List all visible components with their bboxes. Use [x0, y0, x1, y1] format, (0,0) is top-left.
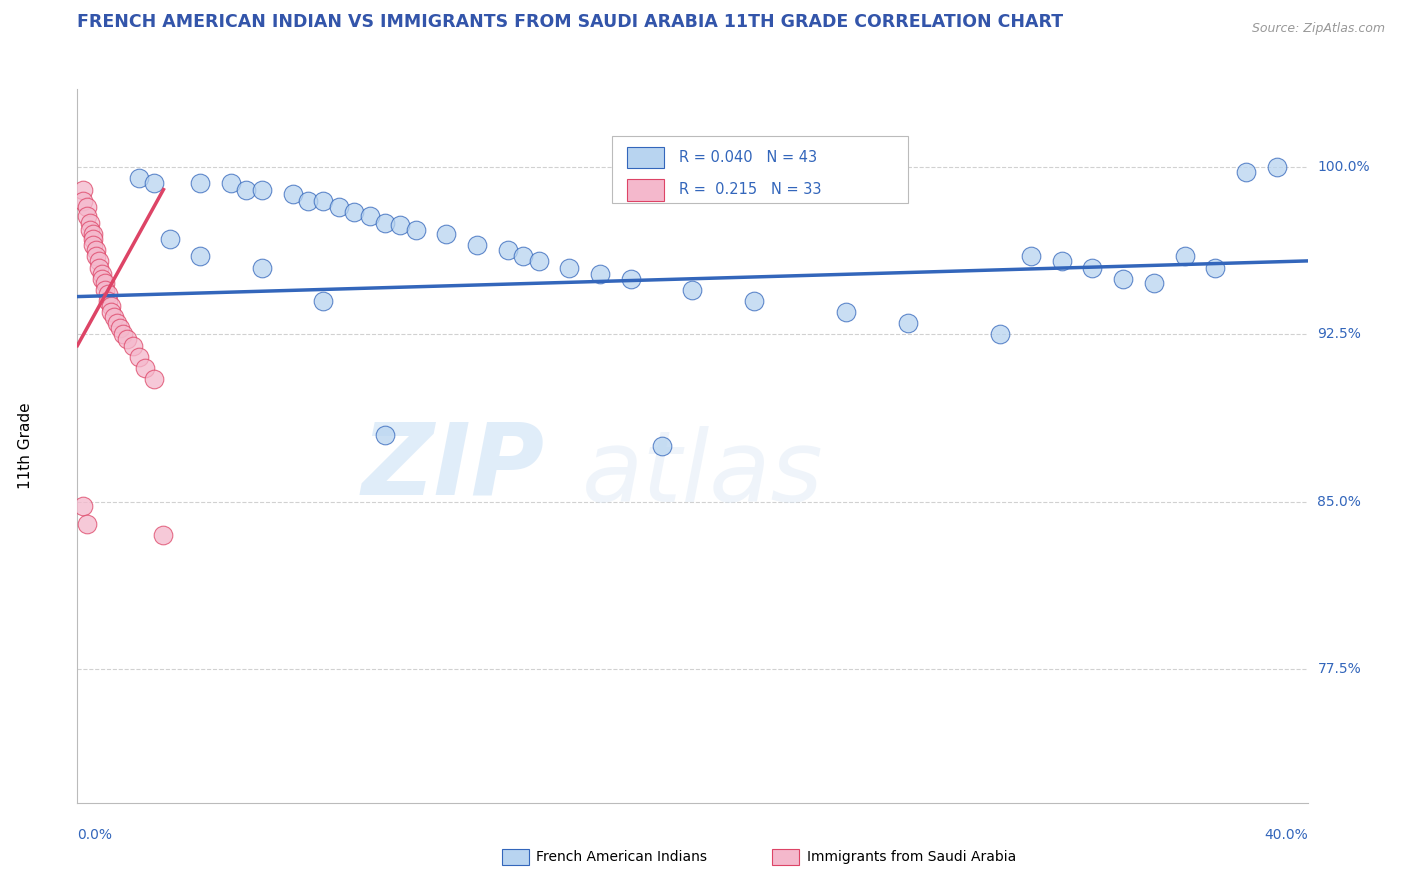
- Point: [1204, 260, 1226, 275]
- Point: [84, 249, 107, 263]
- Point: [79, 216, 101, 230]
- Text: Source: ZipAtlas.com: Source: ZipAtlas.com: [1251, 22, 1385, 36]
- Point: [97, 287, 120, 301]
- Point: [312, 194, 335, 208]
- Point: [143, 176, 166, 190]
- Text: FRENCH AMERICAN INDIAN VS IMMIGRANTS FROM SAUDI ARABIA 11TH GRADE CORRELATION CH: FRENCH AMERICAN INDIAN VS IMMIGRANTS FRO…: [77, 13, 1063, 31]
- Point: [188, 249, 212, 263]
- FancyBboxPatch shape: [772, 849, 800, 865]
- Point: [512, 249, 534, 263]
- Point: [328, 200, 350, 214]
- Point: [134, 360, 156, 375]
- Point: [620, 271, 643, 285]
- Point: [897, 316, 920, 330]
- Point: [374, 216, 396, 230]
- Point: [128, 171, 150, 186]
- Text: atlas: atlas: [582, 426, 824, 523]
- Point: [436, 227, 458, 241]
- Point: [1143, 276, 1166, 290]
- Point: [82, 231, 104, 245]
- Text: R =  0.215   N = 33: R = 0.215 N = 33: [679, 182, 821, 197]
- FancyBboxPatch shape: [613, 136, 908, 203]
- Text: 77.5%: 77.5%: [1317, 662, 1361, 676]
- Point: [110, 320, 132, 334]
- Text: French American Indians: French American Indians: [536, 850, 707, 864]
- Point: [79, 222, 101, 236]
- Point: [72, 499, 94, 513]
- Point: [1019, 249, 1042, 263]
- Point: [94, 276, 117, 290]
- Point: [1174, 249, 1197, 263]
- Point: [100, 298, 122, 312]
- Point: [76, 516, 98, 531]
- Point: [128, 350, 150, 364]
- FancyBboxPatch shape: [502, 849, 529, 865]
- Point: [374, 427, 396, 442]
- Point: [742, 293, 765, 308]
- Point: [389, 218, 412, 232]
- Point: [76, 209, 98, 223]
- Point: [97, 293, 120, 308]
- Point: [589, 267, 612, 281]
- Point: [103, 310, 125, 324]
- Point: [143, 372, 166, 386]
- Text: 85.0%: 85.0%: [1317, 495, 1361, 508]
- Point: [82, 227, 104, 241]
- Point: [988, 327, 1011, 342]
- Point: [152, 528, 174, 542]
- Point: [343, 204, 366, 219]
- Point: [558, 260, 581, 275]
- Point: [84, 243, 107, 257]
- FancyBboxPatch shape: [627, 179, 664, 201]
- Point: [297, 194, 319, 208]
- Point: [281, 186, 304, 201]
- Point: [188, 176, 212, 190]
- Point: [250, 260, 273, 275]
- Point: [405, 222, 427, 236]
- Point: [465, 238, 488, 252]
- Point: [82, 238, 104, 252]
- Point: [312, 293, 335, 308]
- Point: [72, 194, 94, 208]
- Point: [112, 327, 135, 342]
- Point: [1112, 271, 1135, 285]
- Text: 92.5%: 92.5%: [1317, 327, 1361, 342]
- FancyBboxPatch shape: [627, 146, 664, 168]
- Point: [1081, 260, 1104, 275]
- Point: [651, 439, 673, 453]
- Point: [105, 316, 128, 330]
- Point: [72, 182, 94, 196]
- Point: [76, 200, 98, 214]
- Point: [1050, 253, 1073, 268]
- Text: 11th Grade: 11th Grade: [18, 402, 34, 490]
- Point: [1234, 164, 1257, 178]
- Point: [1265, 160, 1288, 174]
- Text: 0.0%: 0.0%: [77, 828, 112, 842]
- Text: ZIP: ZIP: [361, 419, 546, 516]
- Point: [87, 253, 110, 268]
- Point: [90, 267, 114, 281]
- Text: Immigrants from Saudi Arabia: Immigrants from Saudi Arabia: [807, 850, 1017, 864]
- Point: [359, 209, 381, 223]
- Point: [87, 260, 110, 275]
- Point: [682, 283, 704, 297]
- Point: [835, 305, 858, 319]
- Point: [115, 332, 138, 346]
- Point: [159, 231, 181, 245]
- Text: 100.0%: 100.0%: [1317, 161, 1369, 174]
- Point: [496, 243, 519, 257]
- Point: [235, 182, 257, 196]
- Point: [121, 338, 143, 352]
- Point: [527, 253, 550, 268]
- Point: [100, 305, 122, 319]
- Point: [219, 176, 242, 190]
- Text: 40.0%: 40.0%: [1264, 828, 1308, 842]
- Point: [90, 271, 114, 285]
- Text: R = 0.040   N = 43: R = 0.040 N = 43: [679, 150, 817, 165]
- Point: [250, 182, 273, 196]
- Point: [94, 283, 117, 297]
